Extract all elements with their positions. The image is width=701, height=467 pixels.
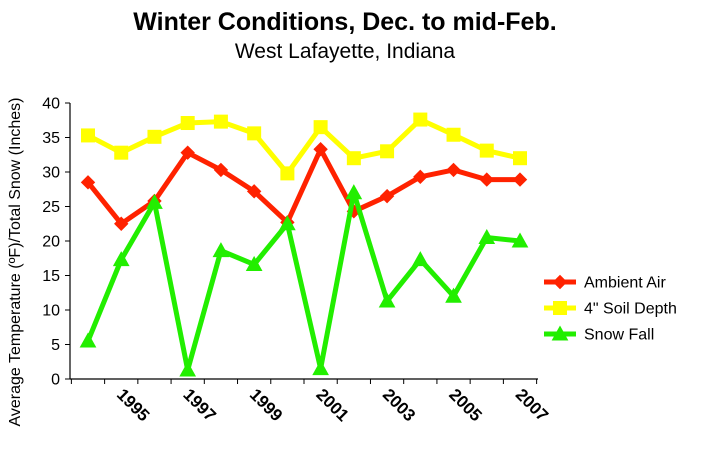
square-marker <box>81 128 95 143</box>
triangle-marker <box>146 193 163 209</box>
triangle-marker <box>378 292 396 308</box>
triangle-marker <box>478 229 496 245</box>
series-line <box>85 191 521 371</box>
triangle-marker <box>79 332 97 348</box>
series-1 <box>81 112 527 181</box>
x-tick-label: 2003 <box>379 385 419 425</box>
y-tick-label: 10 <box>42 303 60 320</box>
legend: Ambient Air 4" Soil Depth Snow Fall <box>544 275 677 344</box>
x-tick-label: 2005 <box>445 385 485 425</box>
square-marker <box>313 120 328 135</box>
y-axis-label: Average Temperature (ºF)/Total Snow (Inc… <box>7 98 24 427</box>
triangle-marker <box>212 242 230 258</box>
diamond-marker <box>246 184 262 199</box>
diamond-marker <box>446 162 461 178</box>
square-marker <box>280 166 295 181</box>
series-line <box>86 143 520 228</box>
triangle-marker <box>279 215 296 231</box>
diamond-marker <box>479 172 494 187</box>
axes: 0 5 10 15 20 25 30 35 40 1995 1997 1999 2001 2003 2005… <box>42 96 552 426</box>
square-marker <box>446 127 461 142</box>
diamond-marker <box>313 142 328 157</box>
triangle-marker <box>112 251 130 267</box>
y-tick-label: 15 <box>42 268 60 285</box>
diamond-marker <box>114 216 129 231</box>
x-tick-label: 1995 <box>113 385 153 425</box>
x-tick-label: 2007 <box>512 385 552 425</box>
square-marker <box>114 145 129 160</box>
square-marker <box>213 114 228 129</box>
y-tick-label: 5 <box>51 337 60 354</box>
triangle-marker <box>312 360 329 376</box>
triangle-marker <box>245 255 263 271</box>
square-marker <box>180 116 195 131</box>
diamond-marker <box>80 175 96 190</box>
diamond-marker <box>552 274 568 290</box>
triangle-marker <box>345 184 363 200</box>
chart-title: Winter Conditions, Dec. to mid-Feb. <box>133 8 556 36</box>
legend-label: 4" Soil Depth <box>584 301 677 318</box>
square-marker <box>413 112 428 127</box>
y-tick-label: 40 <box>42 96 60 113</box>
x-tick-label: 2001 <box>312 385 352 425</box>
y-tick-label: 0 <box>51 372 60 389</box>
diamond-marker <box>413 169 428 185</box>
square-marker <box>346 151 361 166</box>
series-2 <box>79 184 529 377</box>
x-tick-label: 1997 <box>179 385 219 425</box>
square-marker <box>380 144 395 159</box>
triangle-marker <box>551 325 569 341</box>
y-tick-label: 35 <box>42 130 60 147</box>
diamond-marker <box>180 145 195 160</box>
triangle-marker <box>179 361 197 377</box>
y-tick-label: 30 <box>42 165 60 182</box>
legend-label: Ambient Air <box>584 275 666 292</box>
triangle-marker <box>411 251 429 267</box>
chart-subtitle: West Lafayette, Indiana <box>235 40 456 63</box>
square-marker <box>513 151 527 166</box>
y-tick-label: 20 <box>42 234 60 251</box>
square-marker <box>553 301 567 315</box>
triangle-marker <box>445 287 462 303</box>
diamond-marker <box>512 172 528 187</box>
y-tick-label: 25 <box>42 199 60 216</box>
series-layer <box>79 112 529 377</box>
square-marker <box>147 129 162 144</box>
x-tick-label: 1999 <box>246 385 286 425</box>
triangle-marker <box>511 232 529 248</box>
square-marker <box>247 126 262 141</box>
legend-label: Snow Fall <box>584 327 654 344</box>
diamond-marker <box>379 188 395 204</box>
square-marker <box>479 143 494 158</box>
diamond-marker <box>213 162 229 178</box>
